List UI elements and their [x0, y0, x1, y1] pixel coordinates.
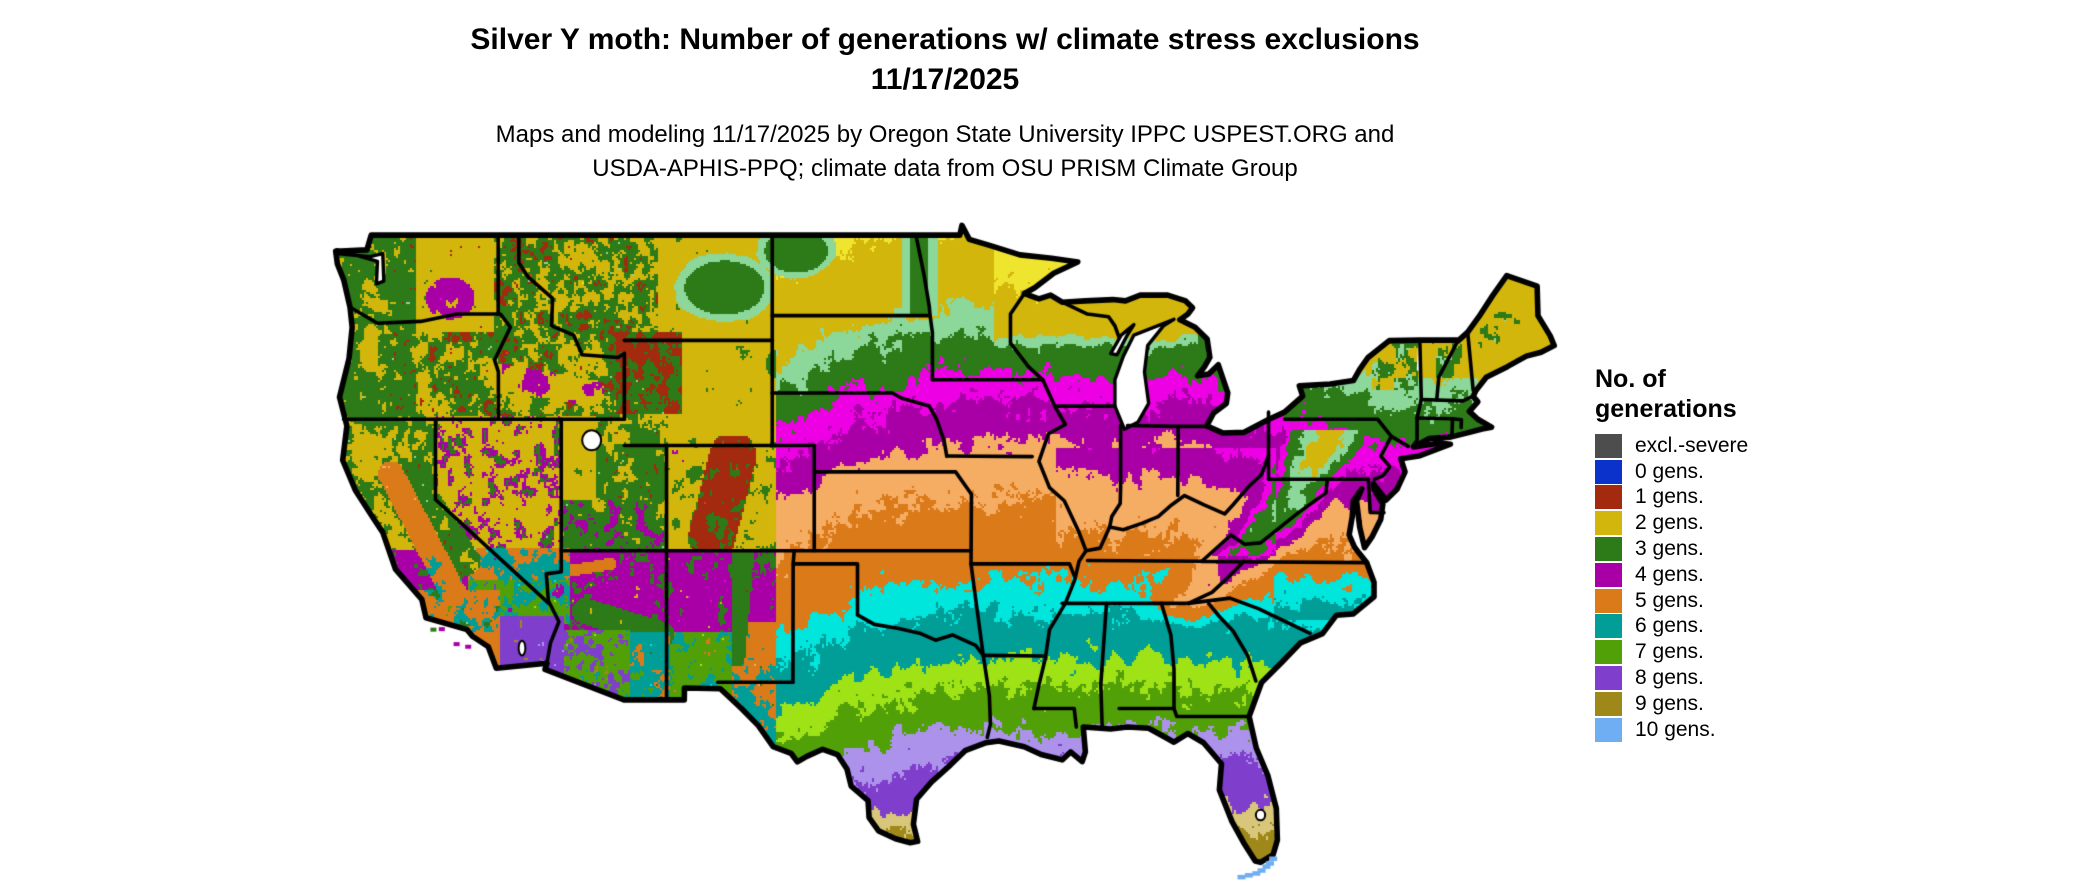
- legend-swatch: [1595, 562, 1622, 587]
- legend-item: 4 gens.: [1595, 562, 1895, 588]
- title-line-1: Silver Y moth: Number of generations w/ …: [470, 23, 1420, 56]
- legend-swatch: [1595, 666, 1622, 691]
- legend-swatch: [1595, 588, 1622, 613]
- legend-item-label: 3 gens.: [1635, 537, 1704, 561]
- legend-item: 9 gens.: [1595, 691, 1895, 717]
- legend-item-label: excl.-severe: [1635, 433, 1749, 457]
- legend-swatch: [1595, 640, 1622, 665]
- legend-rows: excl.-severe 0 gens. 1 gens. 2 gens. 3 gens.…: [1595, 433, 1895, 743]
- legend: No. of generations excl.-severe 0 gens. 1 …: [1595, 364, 1895, 743]
- legend-swatch: [1595, 691, 1622, 716]
- legend-swatch: [1595, 433, 1622, 458]
- legend-item-label: 9 gens.: [1635, 691, 1704, 715]
- subtitle-line-1: Maps and modeling 11/17/2025 by Oregon S…: [495, 121, 1395, 148]
- page-subtitle: Maps and modeling 11/17/2025 by Oregon S…: [280, 118, 1610, 186]
- legend-item-label: 1 gens.: [1635, 485, 1704, 509]
- legend-item-label: 8 gens.: [1635, 666, 1704, 690]
- legend-item: 0 gens.: [1595, 459, 1895, 485]
- legend-item: 7 gens.: [1595, 639, 1895, 665]
- subtitle-line-2: USDA-APHIS-PPQ; climate data from OSU PR…: [592, 155, 1298, 182]
- legend-title: No. of generations: [1595, 364, 1895, 424]
- legend-item-label: 0 gens.: [1635, 459, 1704, 483]
- legend-item: 6 gens.: [1595, 614, 1895, 640]
- us-generations-map: [330, 222, 1564, 886]
- legend-title-line-1: No. of: [1595, 365, 1666, 393]
- legend-item: 5 gens.: [1595, 588, 1895, 614]
- title-line-2: 11/17/2025: [870, 63, 1020, 96]
- legend-item-label: 2 gens.: [1635, 511, 1704, 535]
- legend-swatch: [1595, 614, 1622, 639]
- legend-swatch: [1595, 537, 1622, 562]
- legend-item-label: 4 gens.: [1635, 562, 1704, 586]
- legend-item-label: 6 gens.: [1635, 614, 1704, 638]
- legend-item: 3 gens.: [1595, 536, 1895, 562]
- legend-item: 2 gens.: [1595, 510, 1895, 536]
- legend-item-label: 7 gens.: [1635, 640, 1704, 664]
- legend-swatch: [1595, 511, 1622, 536]
- legend-item: 1 gens.: [1595, 485, 1895, 511]
- legend-swatch: [1595, 717, 1622, 742]
- legend-swatch: [1595, 459, 1622, 484]
- legend-item-label: 5 gens.: [1635, 588, 1704, 612]
- legend-item: 8 gens.: [1595, 665, 1895, 691]
- legend-title-line-2: generations: [1595, 395, 1737, 423]
- page-title: Silver Y moth: Number of generations w/ …: [280, 20, 1610, 100]
- legend-item: excl.-severe: [1595, 433, 1895, 459]
- legend-item: 10 gens.: [1595, 717, 1895, 743]
- legend-item-label: 10 gens.: [1635, 717, 1716, 741]
- legend-swatch: [1595, 485, 1622, 510]
